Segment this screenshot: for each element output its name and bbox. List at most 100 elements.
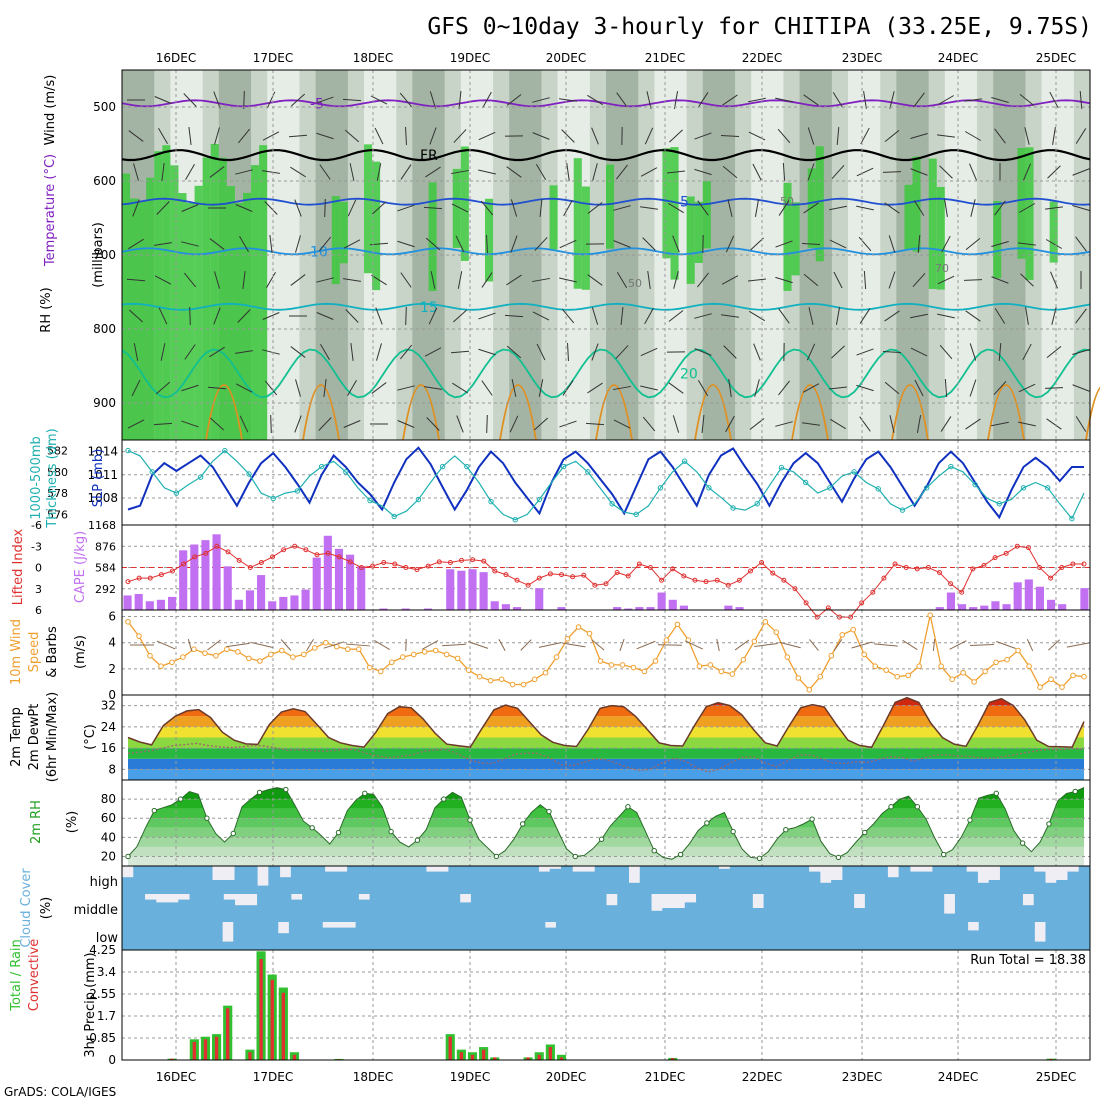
temp-band xyxy=(128,769,1084,780)
surface-wind-barb xyxy=(280,639,292,651)
cloud-bar xyxy=(1033,894,1046,922)
wind-barb xyxy=(399,92,413,108)
rh-green-area xyxy=(178,193,188,440)
rh-shading-column xyxy=(267,70,276,440)
cloud-bar xyxy=(662,866,675,894)
wind-barb xyxy=(429,127,437,145)
cloud-bar xyxy=(1044,882,1057,894)
cloud-bar xyxy=(673,866,686,894)
thickness-point xyxy=(488,498,494,505)
thickness-point xyxy=(875,486,881,492)
wind-barb xyxy=(133,163,139,181)
lifted-point xyxy=(647,565,653,570)
date-label-bottom: 19DEC xyxy=(450,1070,490,1084)
lifted-point xyxy=(370,563,376,569)
lifted-point xyxy=(414,567,420,573)
wind-barb xyxy=(342,98,362,102)
cloud-bar xyxy=(188,922,201,950)
wind-barb xyxy=(965,310,981,322)
cape-bar xyxy=(557,607,566,610)
cloud-bar xyxy=(377,922,390,950)
wind-barb xyxy=(316,132,334,140)
wind-barb xyxy=(319,164,331,180)
cloud-bar xyxy=(842,866,855,894)
wind-barb xyxy=(318,236,332,252)
wind-barb xyxy=(371,382,387,394)
wind-barb xyxy=(613,385,631,391)
rh-green-area xyxy=(146,177,155,440)
wind-barb xyxy=(154,96,172,104)
wind-barb xyxy=(615,345,629,359)
wind-barb xyxy=(128,309,144,323)
cloud-bar xyxy=(223,880,236,894)
thickness-point xyxy=(1044,485,1051,491)
isotherm-label: 10 xyxy=(310,244,328,260)
cloud-bar xyxy=(932,866,945,894)
chart-title: GFS 0~10day 3-hourly for CHITIPA (33.25E… xyxy=(427,14,1092,40)
rh-shading-column xyxy=(283,70,292,440)
rh-green-area xyxy=(936,186,946,290)
cape-bar xyxy=(657,592,666,610)
cloud-bar xyxy=(538,871,551,894)
wind-speed-point xyxy=(1081,673,1087,680)
wind-speed-point xyxy=(136,633,142,639)
rh-shading-column xyxy=(823,70,833,440)
wind-barb xyxy=(721,275,739,285)
cape-bar xyxy=(190,544,199,610)
lifted-tick-label: -6 xyxy=(31,519,42,532)
rh-green-area xyxy=(686,196,696,284)
lifted-point xyxy=(814,614,820,620)
lifted-point xyxy=(136,575,142,581)
cloud-bar xyxy=(718,894,731,922)
cloud-bar xyxy=(1056,880,1068,894)
wind-barb xyxy=(1072,168,1090,176)
wind-speed-point xyxy=(619,662,626,668)
isotherm-label: -5 xyxy=(310,96,324,112)
cloud-bar xyxy=(515,866,528,894)
cape-bar xyxy=(312,557,321,610)
wind-barb xyxy=(694,313,712,319)
lifted-point xyxy=(314,552,320,558)
temp-axis-label: 2m Temp xyxy=(9,707,24,767)
cloud-bar xyxy=(988,880,1001,894)
precip-convective-bar xyxy=(548,1047,553,1060)
wind-barb xyxy=(343,239,361,249)
cloud-bar xyxy=(211,922,223,950)
slp-tick-label: 1011 xyxy=(87,468,118,482)
lifted-point xyxy=(836,614,842,620)
precip-convective-bar xyxy=(203,1039,208,1060)
wind-barb xyxy=(533,417,549,431)
precip-convective-bar xyxy=(559,1057,564,1060)
wind-speed-point xyxy=(817,673,824,680)
wind-speed-point xyxy=(707,662,714,668)
wind-barb xyxy=(673,271,679,289)
cloud-bar xyxy=(133,866,146,894)
cloud-bar xyxy=(711,922,724,950)
wind-barb xyxy=(347,379,357,397)
wind-speed-point xyxy=(246,655,252,662)
precip-convective-bar xyxy=(248,1052,252,1060)
wind-speed-point xyxy=(894,673,900,680)
temp-band xyxy=(128,705,1084,717)
date-label-bottom: 22DEC xyxy=(742,1070,782,1084)
lifted-point xyxy=(358,565,364,570)
wind-barb xyxy=(860,127,870,145)
wind-barb xyxy=(882,171,902,173)
wind-barb xyxy=(749,310,765,322)
cloud-bar xyxy=(876,894,888,922)
cape-bar xyxy=(957,604,967,610)
rh-shading-column xyxy=(944,70,954,440)
rh-point xyxy=(572,853,579,860)
precip-tick-label: 0.85 xyxy=(89,1031,116,1045)
date-label-bottom: 16DEC xyxy=(156,1070,196,1084)
wind-speed-point xyxy=(718,668,725,675)
cloud-bar xyxy=(729,866,742,894)
panel-label-text: CAPE (J/kg) xyxy=(73,531,88,603)
thickness-point xyxy=(391,513,397,520)
wind-barb xyxy=(863,270,867,290)
lifted-point xyxy=(792,586,798,592)
cloud-bar xyxy=(943,913,956,922)
wind-barb xyxy=(831,345,845,359)
rh-green-area xyxy=(662,148,672,259)
cape-bar xyxy=(1024,579,1033,610)
